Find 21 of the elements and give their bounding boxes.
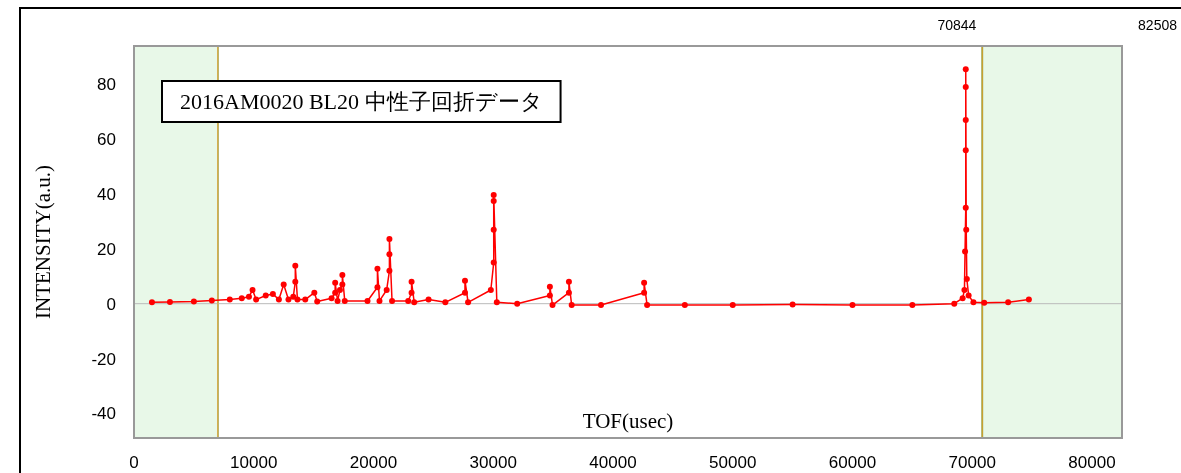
y-tick-label: -20 <box>91 349 116 369</box>
x-tick-label: 70000 <box>948 453 996 472</box>
y-tick-label: 60 <box>97 130 116 150</box>
x-tick-label: 10000 <box>230 453 278 472</box>
annotation: 2016AM0020 BL20 中性子回折データ <box>180 89 543 114</box>
x-tick-label: 40000 <box>589 453 637 472</box>
band-label: 82508 <box>1138 17 1178 33</box>
y-tick-label: -40 <box>91 404 116 424</box>
x-axis-title: TOF(usec) <box>582 409 674 433</box>
x-tick-label: 50000 <box>709 453 757 472</box>
x-tick-label: 60000 <box>828 453 877 472</box>
y-tick-label: 0 <box>106 294 116 314</box>
y-tick-label: 20 <box>97 239 116 259</box>
x-tick-label: 0 <box>129 453 139 472</box>
y-axis-title: INTENSITY(a.u.) <box>31 165 55 319</box>
y-tick-label: 40 <box>97 185 116 205</box>
ref-line-label: 70844 <box>937 17 977 33</box>
x-tick-label: 20000 <box>349 453 398 472</box>
x-tick-label: 30000 <box>469 453 517 472</box>
y-tick-label: 80 <box>97 75 116 95</box>
x-tick-label: 80000 <box>1068 453 1116 472</box>
